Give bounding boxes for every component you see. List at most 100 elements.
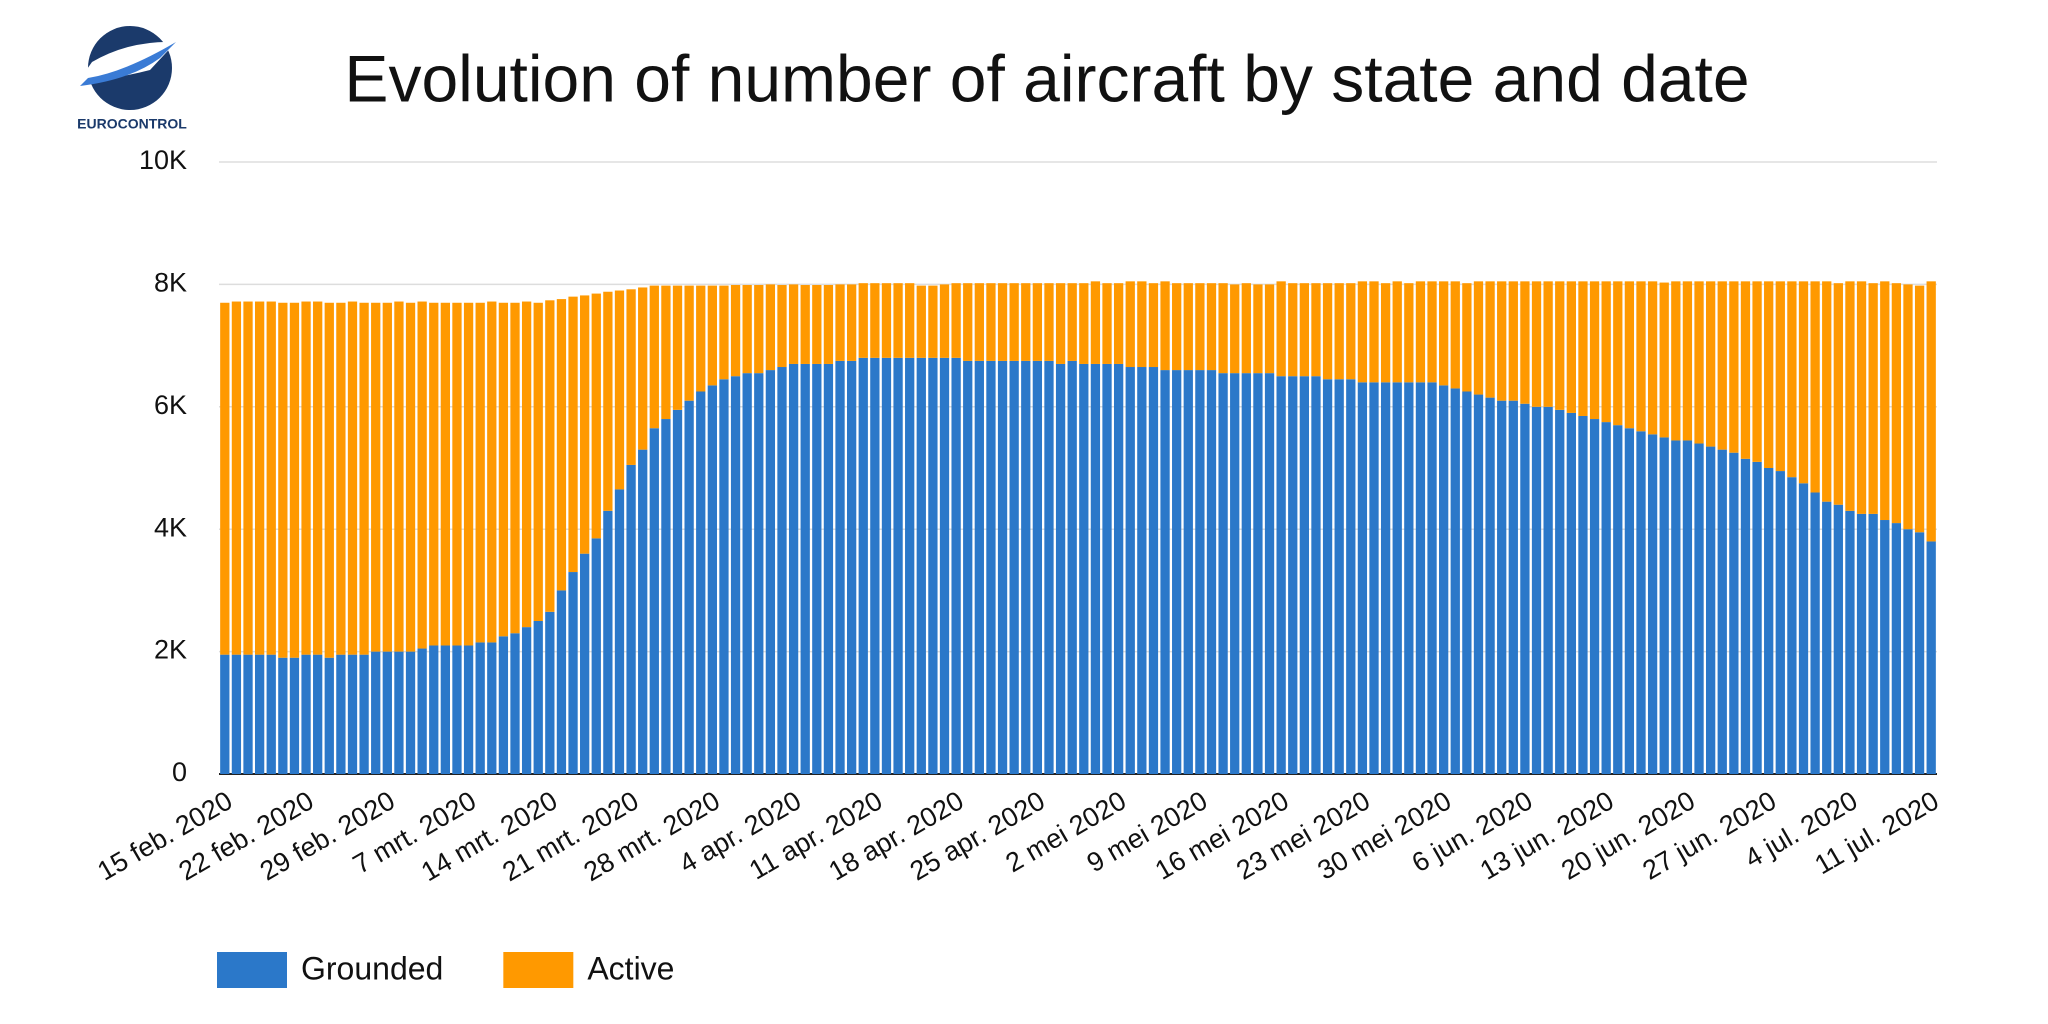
- bar-segment: [278, 657, 288, 774]
- bar-segment: [1392, 382, 1402, 774]
- bar-segment: [1822, 501, 1832, 774]
- bar-segment: [754, 285, 764, 374]
- bar-segment: [336, 302, 346, 655]
- bar-segment: [220, 302, 230, 655]
- bar-segment: [1531, 281, 1542, 407]
- bar-segment: [788, 363, 799, 774]
- bar-segment: [1555, 409, 1565, 774]
- bar-segment: [707, 385, 717, 774]
- bar-segment: [788, 284, 799, 364]
- bar-segment: [1230, 373, 1240, 774]
- bar-segment: [1891, 283, 1902, 524]
- legend-swatch: [503, 952, 574, 988]
- bar-segment: [1462, 283, 1472, 392]
- bar-segment: [1752, 461, 1762, 774]
- bar-segment: [1764, 468, 1774, 774]
- bar-segment: [1845, 281, 1855, 511]
- bar-segment: [1566, 281, 1576, 413]
- bar-segment: [1125, 367, 1135, 774]
- y-tick-label: 10K: [139, 145, 187, 175]
- bar-segment: [951, 283, 961, 358]
- bar-segment: [1740, 458, 1751, 774]
- bar-segment: [347, 301, 358, 655]
- bar-segment: [1531, 406, 1542, 774]
- bar-segment: [1450, 388, 1460, 774]
- bar-segment: [1276, 376, 1286, 774]
- bar-segment: [893, 283, 903, 358]
- bar-segment: [231, 301, 242, 655]
- bar-segment: [916, 285, 926, 358]
- bar-segment: [1346, 283, 1356, 380]
- bar-segment: [359, 302, 369, 655]
- bar-segment: [313, 301, 323, 655]
- bar-segment: [220, 654, 230, 774]
- bar-segment: [626, 464, 636, 774]
- bar-segment: [371, 302, 381, 652]
- bar-segment: [1380, 283, 1391, 383]
- bar-segment: [823, 285, 834, 364]
- bar-segment: [1856, 281, 1867, 514]
- bar-segment: [1485, 397, 1495, 774]
- bar-segment: [1160, 370, 1170, 774]
- bar-segment: [1206, 370, 1217, 774]
- bar-segment: [1067, 283, 1077, 361]
- bar-segment: [1647, 281, 1658, 435]
- bar-segment: [846, 284, 857, 361]
- bar-segment: [498, 636, 509, 774]
- legend-label: Grounded: [301, 950, 443, 986]
- bar-segment: [324, 302, 334, 658]
- bar-segment: [487, 642, 497, 774]
- bar-segment: [963, 283, 973, 361]
- bar-segment: [638, 449, 648, 774]
- bar-segment: [1079, 363, 1089, 774]
- bar-segment: [928, 285, 938, 358]
- bar-segment: [254, 301, 265, 655]
- bar-segment: [1810, 492, 1820, 774]
- bar-segment: [1218, 283, 1228, 374]
- bar-segment: [1671, 440, 1681, 774]
- bar-segment: [1160, 281, 1170, 371]
- bar-segment: [928, 357, 938, 774]
- bar-segment: [1009, 283, 1019, 361]
- bar-segment: [336, 654, 346, 774]
- bar-segment: [800, 363, 810, 774]
- bar-segment: [905, 357, 915, 774]
- bar-segment: [870, 357, 880, 774]
- bar-segment: [672, 409, 683, 774]
- bar-segment: [1880, 281, 1890, 521]
- bar-segment: [1497, 281, 1507, 401]
- bar-segment: [1183, 370, 1193, 774]
- y-tick-label: 8K: [154, 268, 187, 298]
- bar-segment: [1729, 452, 1739, 774]
- bar-segment: [1334, 379, 1344, 774]
- bar-segment: [487, 301, 497, 643]
- bar-segment: [1497, 400, 1507, 774]
- bar-segment: [1044, 283, 1054, 361]
- bar-segment: [1032, 283, 1043, 361]
- bar-segment: [545, 300, 555, 612]
- bar-segment: [1137, 281, 1147, 368]
- bar-segment: [452, 302, 462, 646]
- bar-segment: [1508, 281, 1518, 401]
- bar-segment: [1682, 440, 1693, 774]
- bar-segment: [1891, 523, 1902, 774]
- bar-segment: [521, 301, 532, 628]
- bar-segment: [556, 590, 567, 774]
- bar-segment: [1624, 428, 1635, 774]
- bar-segment: [1764, 281, 1774, 468]
- bar-segment: [638, 287, 648, 450]
- bar-segment: [1833, 504, 1843, 774]
- bar-segment: [440, 302, 451, 646]
- bar-segment: [1044, 360, 1054, 774]
- bar-segment: [1090, 281, 1101, 364]
- bar-segment: [580, 553, 590, 774]
- bar-segment: [1833, 283, 1843, 505]
- bar-segment: [1775, 471, 1785, 774]
- bar-segment: [1264, 373, 1275, 774]
- y-tick-label: 6K: [154, 390, 187, 420]
- bar-segment: [580, 295, 590, 554]
- bar-segment: [475, 302, 485, 643]
- bar-segment: [301, 654, 311, 774]
- bar-segment: [1926, 281, 1936, 542]
